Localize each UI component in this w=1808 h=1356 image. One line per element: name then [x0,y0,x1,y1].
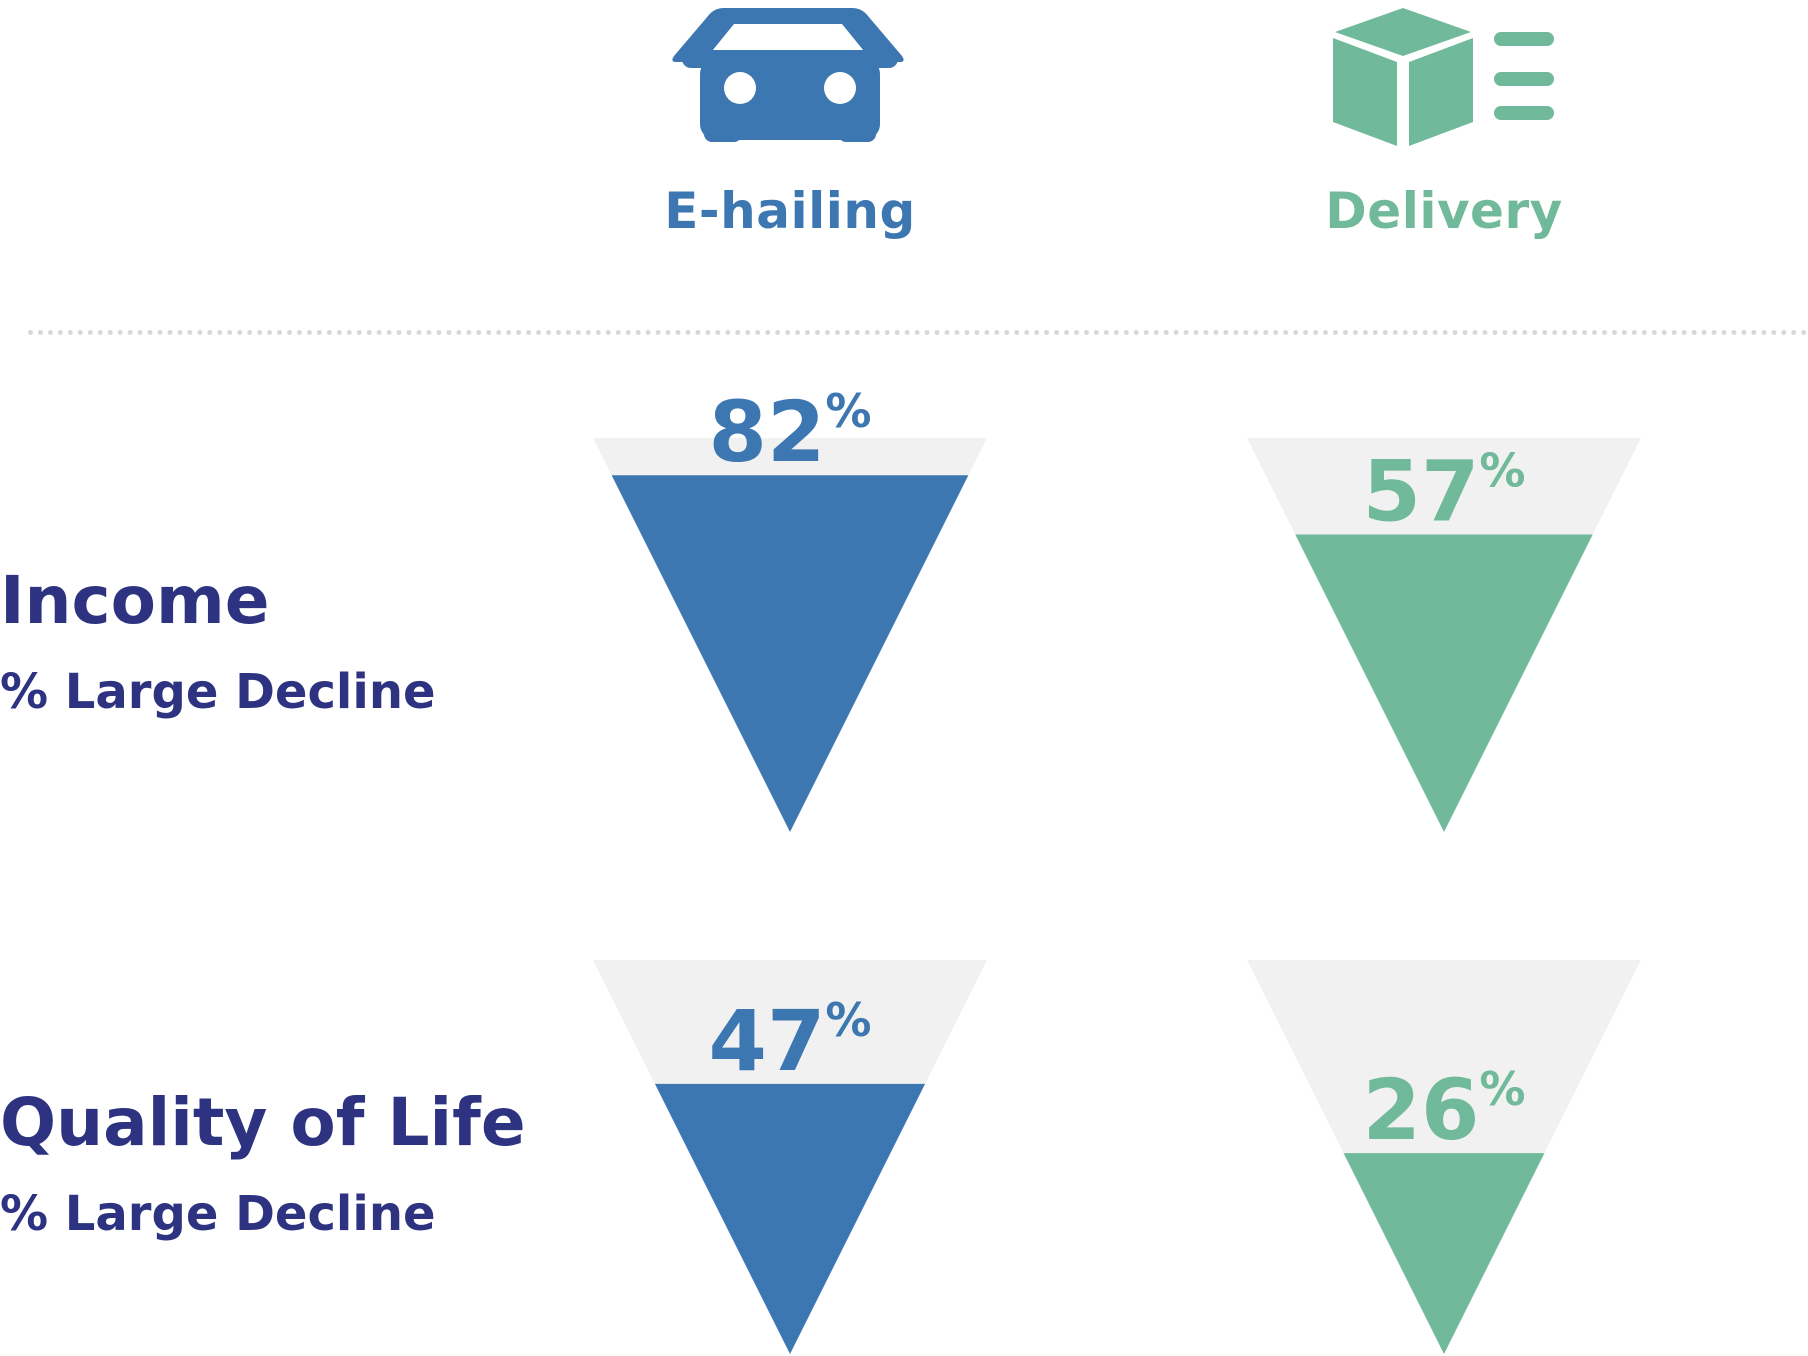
value-label-delivery-income: 57% [1363,443,1526,541]
divider [28,330,1808,335]
column-label-delivery: Delivery [1325,182,1563,240]
column-label-e-hailing: E-hailing [664,182,916,240]
package-list-icon [1333,8,1554,146]
value-label-e-hailing-quality-of-life: 47% [709,992,872,1090]
value-label-e-hailing-income: 82% [709,383,872,481]
row-title-income: Income [0,562,270,639]
funnel-fill-delivery-income [1295,534,1593,832]
car-icon [672,8,904,142]
row-subtitle-income: % Large Decline [0,664,436,720]
value-label-delivery-quality-of-life: 26% [1363,1061,1526,1159]
row-subtitle-quality-of-life: % Large Decline [0,1186,436,1242]
funnel-fill-delivery-quality-of-life [1343,1153,1545,1354]
funnel-fill-e-hailing-quality-of-life [654,1083,926,1354]
row-title-quality-of-life: Quality of Life [0,1084,526,1161]
funnel-fill-e-hailing-income [611,475,969,832]
